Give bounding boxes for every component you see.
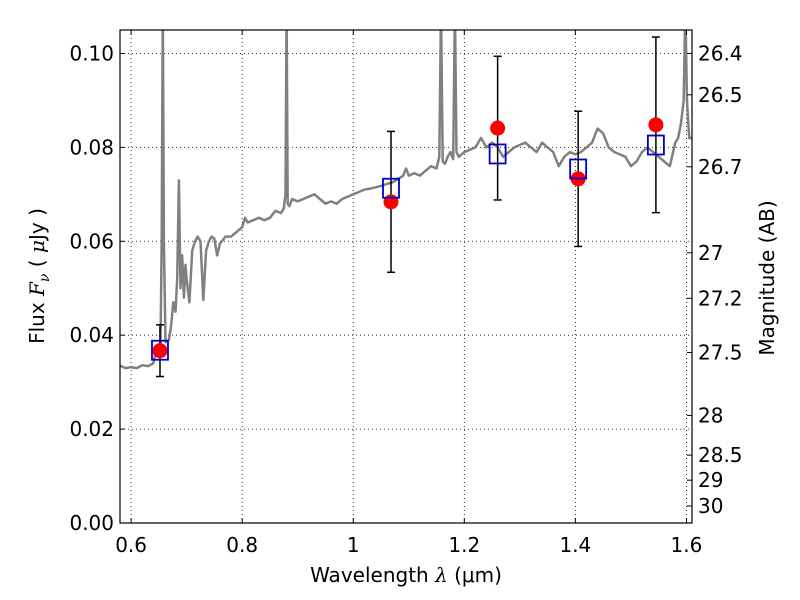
observed-point: [648, 117, 664, 133]
model-spectrum-line: [120, 30, 692, 370]
model-photometry-point: [647, 134, 665, 156]
observed-point: [152, 343, 168, 359]
y-tick-label: 0.02: [69, 417, 114, 441]
y-tick-label: 0.10: [69, 41, 114, 65]
x-axis-ticks: 0.6 0.8 1 1.2 1.4 1.6: [115, 30, 702, 557]
model-photometry-point: [488, 143, 507, 165]
x-tick-label: 0.6: [115, 533, 147, 557]
model-photometry-points: [151, 134, 665, 361]
magnitude-axis-label: Magnitude (AB): [755, 200, 779, 355]
model-photometry-point: [151, 339, 169, 361]
model-spectrum: [120, 30, 692, 370]
x-tick-label: 1.4: [559, 533, 591, 557]
x-tick-label: 1.6: [671, 533, 703, 557]
magnitude-tick-label: 26.7: [698, 155, 743, 179]
observed-point: [490, 120, 506, 136]
magnitude-tick-label: 28.5: [698, 443, 743, 467]
magnitude-tick-label: 26.5: [698, 83, 743, 107]
magnitude-tick-label: 28: [698, 403, 723, 427]
model-photometry-point: [382, 177, 400, 199]
observed-point: [383, 194, 399, 210]
magnitude-tick-label: 27.5: [698, 341, 743, 365]
y-tick-label: 0.04: [69, 323, 114, 347]
magnitude-tick-label: 26.4: [698, 41, 743, 65]
magnitude-tick-label: 30: [698, 494, 723, 518]
x-tick-label: 0.8: [226, 533, 258, 557]
y-tick-label: 0.06: [69, 229, 114, 253]
y-tick-label: 0.00: [69, 511, 114, 535]
magnitude-tick-label: 27: [698, 241, 723, 265]
y-axis-ticks: 0.00 0.02 0.04 0.06 0.08 0.10: [69, 41, 125, 535]
model-photometry-point: [569, 158, 588, 180]
x-axis-label: Wavelength λ (μm): [310, 563, 502, 587]
x-tick-label: 1.2: [448, 533, 480, 557]
y-axis-label: Flux Fν ( μJy ): [25, 208, 53, 344]
plot-frame: [119, 29, 693, 524]
magnitude-tick-label: 27.2: [698, 286, 743, 310]
magnitude-tick-label: 29: [698, 468, 723, 492]
y-tick-label: 0.08: [69, 135, 114, 159]
x-tick-label: 1: [347, 533, 360, 557]
